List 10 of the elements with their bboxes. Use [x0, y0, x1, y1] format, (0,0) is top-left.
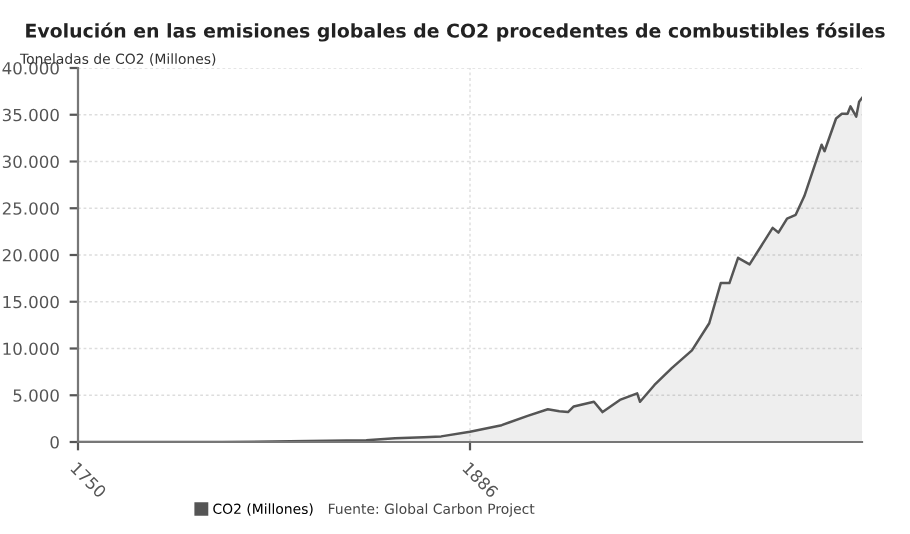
y-tick-label: 40.000 — [2, 61, 59, 75]
y-tick-label: 10.000 — [3, 342, 59, 356]
chart-title: Evolución en las emisiones globales de CO2 procedentes de combustibles fósiles — [26, 22, 885, 42]
y-tick-label: 25.000 — [2, 202, 59, 215]
y-tick-label: 5.000 — [13, 389, 59, 402]
y-tick-label: 20.000 — [2, 248, 59, 262]
y-tick-label: 35.000 — [2, 108, 59, 122]
y-tick-label: 15.000 — [3, 295, 59, 309]
y-tick-label: 0 — [50, 435, 59, 449]
y-tick-label: 30.000 — [2, 155, 59, 169]
